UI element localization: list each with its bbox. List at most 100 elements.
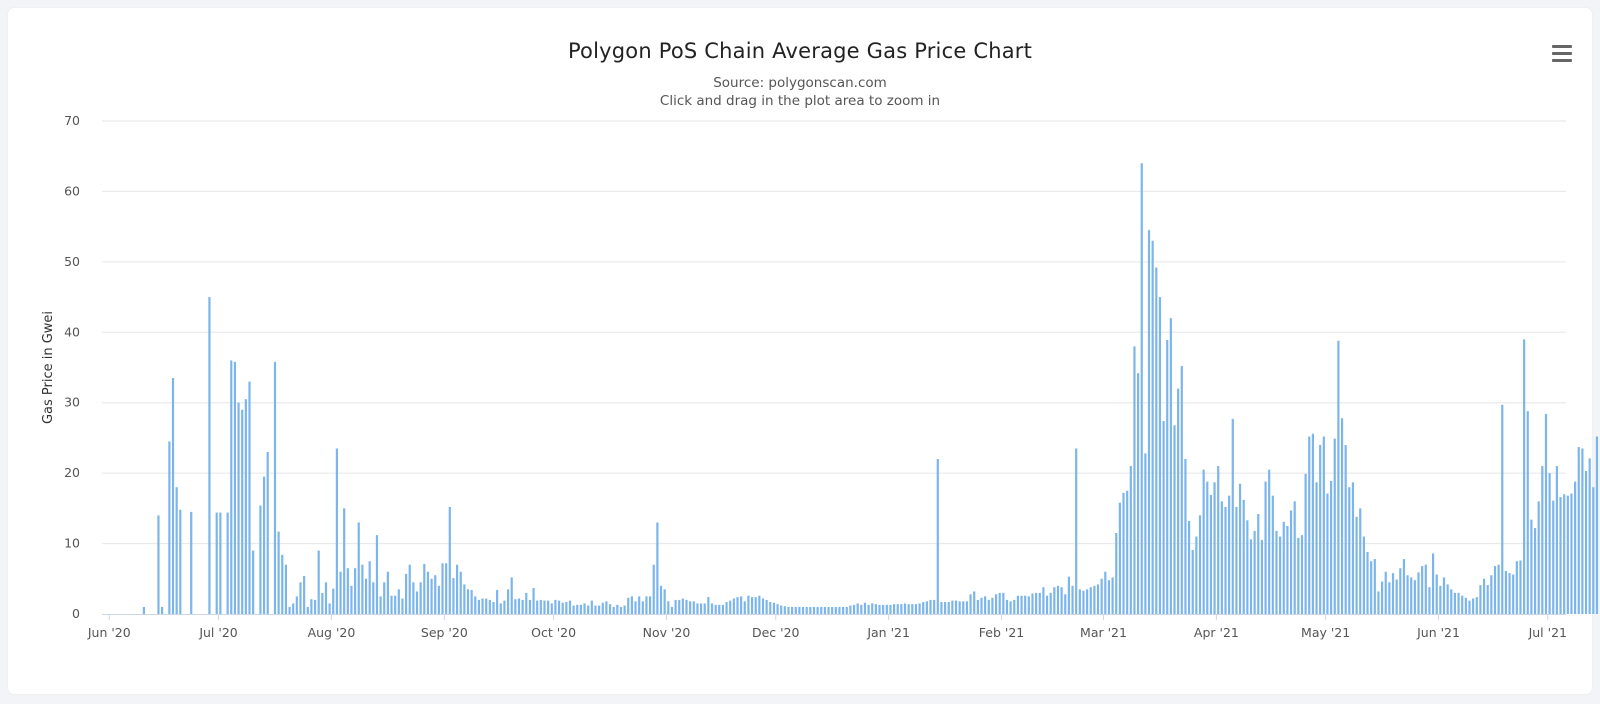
bar (332, 588, 335, 614)
bar (696, 603, 699, 614)
bar (1151, 240, 1154, 615)
bar (929, 599, 932, 614)
bar (1238, 483, 1242, 614)
hamburger-menu-icon[interactable] (1548, 41, 1576, 67)
bar (943, 602, 947, 614)
bar (754, 597, 757, 614)
bar (1344, 444, 1347, 614)
bar (1187, 521, 1191, 614)
bar (1104, 571, 1107, 614)
bar (984, 596, 987, 614)
y-tick-label: 50 (64, 254, 80, 269)
bar (299, 582, 302, 614)
bar (1442, 577, 1446, 614)
bar (838, 606, 841, 614)
bar (587, 605, 590, 614)
bar (652, 564, 655, 614)
bar (565, 602, 568, 614)
bar (364, 578, 368, 614)
bar (699, 603, 703, 614)
y-tick-label: 20 (64, 465, 80, 480)
bar (656, 522, 659, 614)
bar (1308, 436, 1311, 614)
bar (594, 605, 597, 614)
bar (241, 409, 244, 614)
bar (965, 601, 969, 614)
bar (1406, 575, 1409, 614)
bar (1002, 592, 1005, 614)
bar (1249, 539, 1253, 614)
bar (1282, 521, 1285, 614)
x-tick-label: Aug '20 (308, 625, 356, 640)
bar (343, 508, 346, 614)
y-tick-label: 60 (64, 183, 80, 198)
bar (1482, 578, 1486, 614)
chart-card: Polygon PoS Chain Average Gas Price Char… (8, 8, 1592, 694)
bar (1479, 585, 1482, 614)
bar (776, 604, 779, 614)
bar (510, 577, 513, 614)
bar (1431, 553, 1435, 614)
bar (262, 476, 266, 614)
bar (1056, 585, 1060, 614)
bar (994, 594, 998, 614)
bar (466, 589, 470, 614)
bar (1584, 471, 1588, 614)
bar (1045, 595, 1049, 614)
bar (976, 599, 979, 614)
bar (383, 582, 386, 614)
bar (867, 604, 870, 614)
bar (259, 505, 262, 614)
bar (525, 592, 528, 614)
bar (1177, 388, 1180, 614)
bar (612, 606, 615, 614)
bar (281, 554, 284, 614)
bar (794, 606, 797, 614)
menu-line (1552, 52, 1572, 55)
bar (557, 600, 561, 614)
bar (1093, 585, 1096, 614)
bar (434, 575, 437, 614)
menu-line (1552, 59, 1572, 62)
bar (842, 606, 845, 614)
bar (998, 592, 1001, 614)
bar (1005, 599, 1009, 614)
bar (1286, 525, 1289, 614)
bar (292, 603, 295, 614)
bar (598, 605, 601, 614)
bar (714, 604, 717, 614)
bar (1537, 501, 1540, 614)
bar (521, 599, 524, 614)
bar (1439, 585, 1442, 614)
bar (1268, 469, 1271, 614)
bar (1340, 418, 1344, 614)
bar (1053, 587, 1056, 614)
bar (536, 600, 539, 614)
bar (1359, 508, 1362, 614)
bar (1541, 466, 1544, 614)
bar (215, 512, 218, 614)
bar (951, 600, 954, 614)
bar (423, 564, 426, 614)
bar (1548, 473, 1551, 614)
bar (517, 598, 521, 614)
bar (419, 582, 422, 614)
bar (547, 600, 550, 614)
bar (252, 550, 255, 614)
bar (1133, 346, 1136, 614)
bar (721, 604, 725, 614)
bar (681, 598, 684, 614)
bar (161, 606, 164, 614)
bar (335, 448, 338, 614)
bar (740, 596, 743, 614)
bar (1508, 573, 1511, 614)
bar (1417, 572, 1420, 614)
bar (179, 509, 182, 614)
y-tick-label: 0 (72, 606, 80, 621)
bar (1235, 506, 1238, 614)
bar (1289, 510, 1293, 614)
bar (390, 595, 393, 614)
bar (787, 606, 790, 614)
bar (1413, 580, 1416, 614)
